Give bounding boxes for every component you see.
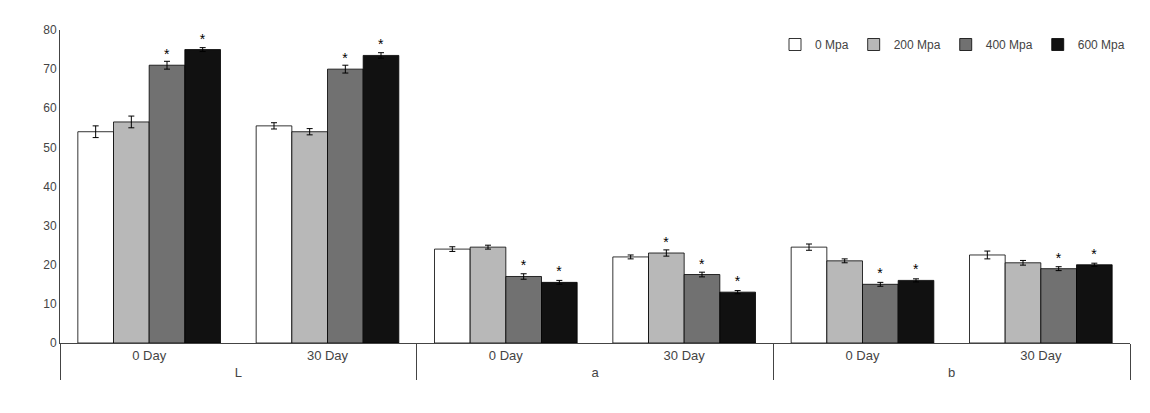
svg-text:b: b — [948, 365, 955, 380]
svg-text:60: 60 — [43, 101, 57, 115]
svg-text:200 Mpa: 200 Mpa — [894, 38, 941, 52]
svg-text:400 Mpa: 400 Mpa — [986, 38, 1033, 52]
svg-text:50: 50 — [43, 141, 57, 155]
svg-text:*: * — [1056, 250, 1062, 266]
svg-text:*: * — [1091, 246, 1097, 262]
svg-text:*: * — [556, 263, 562, 279]
svg-text:30 Day: 30 Day — [307, 348, 349, 363]
svg-text:0: 0 — [50, 336, 57, 350]
svg-text:*: * — [735, 273, 741, 289]
svg-text:*: * — [699, 256, 705, 272]
svg-text:*: * — [200, 31, 206, 47]
svg-text:30 Day: 30 Day — [1020, 348, 1062, 363]
svg-text:0 Mpa: 0 Mpa — [815, 38, 849, 52]
svg-text:80: 80 — [43, 23, 57, 37]
svg-text:10: 10 — [43, 297, 57, 311]
svg-text:*: * — [342, 50, 348, 66]
svg-text:20: 20 — [43, 258, 57, 272]
svg-text:*: * — [378, 36, 384, 52]
svg-text:0 Day: 0 Day — [132, 348, 166, 363]
svg-text:70: 70 — [43, 62, 57, 76]
svg-text:*: * — [663, 234, 669, 250]
svg-text:a: a — [591, 365, 599, 380]
svg-text:*: * — [877, 265, 883, 281]
svg-text:30: 30 — [43, 219, 57, 233]
svg-text:*: * — [521, 257, 527, 273]
svg-text:0 Day: 0 Day — [489, 348, 523, 363]
svg-text:*: * — [913, 261, 919, 277]
svg-text:30 Day: 30 Day — [664, 348, 706, 363]
svg-text:L: L — [235, 365, 242, 380]
svg-text:0 Day: 0 Day — [846, 348, 880, 363]
svg-text:*: * — [164, 46, 170, 62]
svg-text:600 Mpa: 600 Mpa — [1078, 38, 1125, 52]
svg-text:40: 40 — [43, 180, 57, 194]
